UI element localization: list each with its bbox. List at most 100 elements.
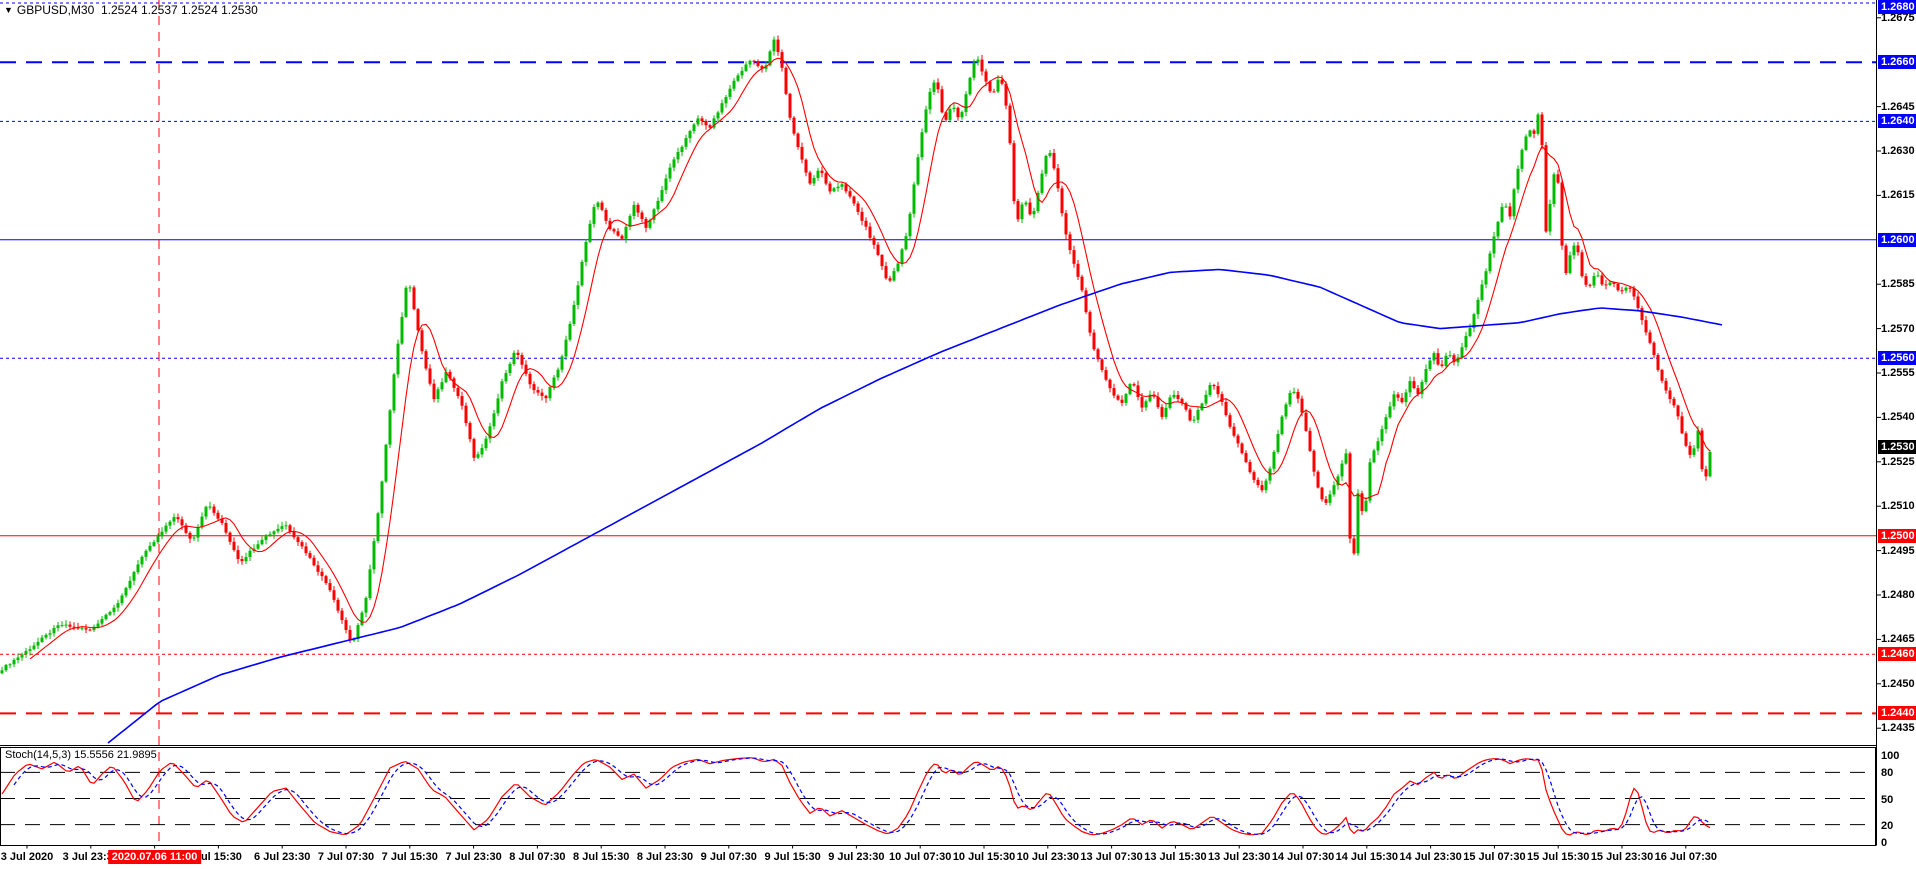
candle-body	[624, 226, 628, 239]
candle-body	[392, 374, 396, 411]
candle-body	[1492, 236, 1496, 254]
candle-body	[12, 660, 16, 665]
candle-body	[20, 654, 24, 658]
candle-body	[548, 387, 552, 399]
candle-body	[1596, 275, 1600, 277]
candle-body	[1012, 143, 1016, 202]
candle-body	[832, 188, 836, 192]
candle-body	[1140, 397, 1144, 408]
candle-body	[724, 97, 728, 104]
candle-body	[992, 91, 996, 93]
candle-body	[1640, 308, 1644, 321]
price-tick-label: 1.2495	[1881, 544, 1915, 557]
candle-body	[512, 352, 516, 364]
candle-body	[416, 309, 420, 331]
candle-body	[812, 178, 816, 184]
candle-body	[1028, 202, 1032, 215]
time-label: 15 Jul 15:30	[1527, 851, 1590, 863]
candle-body	[1124, 394, 1128, 403]
candle-body	[1564, 245, 1568, 274]
candle-body	[848, 191, 852, 197]
candle-body	[1272, 451, 1276, 469]
candle-body	[1084, 290, 1088, 313]
candle-body	[84, 628, 88, 630]
candle-body	[32, 645, 36, 650]
candle-body	[424, 351, 428, 369]
candle-body	[124, 587, 128, 596]
time-label: 8 Jul 15:30	[573, 851, 630, 863]
candle-body	[116, 603, 120, 608]
candle-body	[60, 625, 64, 627]
candle-body	[692, 124, 696, 131]
candle-body	[1532, 130, 1536, 134]
candle-body	[192, 537, 196, 539]
candle-body	[1244, 453, 1248, 463]
candle-body	[28, 649, 32, 651]
candle-body	[96, 623, 100, 627]
candle-body	[988, 81, 992, 92]
candle-body	[1300, 398, 1304, 413]
candle-body	[376, 513, 380, 541]
price-badge-1.2440: 1.2440	[1878, 706, 1916, 721]
symbol-period-label: GBPUSD,M30	[16, 3, 95, 17]
candle-body	[956, 107, 960, 118]
candle-body	[900, 249, 904, 264]
candle-body	[1000, 79, 1004, 84]
candle-body	[804, 159, 808, 173]
candle-body	[36, 641, 40, 646]
candle-body	[652, 209, 656, 220]
candle-body	[1420, 382, 1424, 395]
candle-body	[1480, 284, 1484, 300]
candle-body	[1444, 355, 1448, 366]
stoch-scale-label: 100	[1881, 750, 1900, 762]
symbol-dropdown-icon[interactable]: ▼	[4, 5, 13, 15]
candle-body	[1560, 182, 1564, 246]
candle-body	[1440, 364, 1444, 366]
candle-body	[1476, 299, 1480, 315]
candle-body	[1072, 250, 1076, 264]
candle-body	[80, 628, 84, 630]
candle-body	[852, 196, 856, 204]
candle-body	[1676, 405, 1680, 417]
candle-body	[132, 572, 136, 581]
candle-body	[1412, 381, 1416, 389]
price-tick-label: 1.2675	[1881, 11, 1915, 24]
candle-body	[260, 539, 264, 545]
time-label: 9 Jul 07:30	[700, 851, 757, 863]
candle-body	[24, 650, 28, 655]
candle-body	[572, 304, 576, 324]
candle-body	[1052, 153, 1056, 169]
candle-body	[300, 542, 304, 547]
candle-body	[92, 626, 96, 631]
time-label-highlighted: 2020.07.06 11:00	[107, 850, 202, 864]
candle-body	[1460, 347, 1464, 358]
candle-body	[200, 516, 204, 528]
candle-body	[396, 343, 400, 375]
candle-body	[72, 626, 76, 628]
candle-body	[1512, 189, 1516, 217]
candle-body	[1364, 500, 1368, 512]
candle-body	[1644, 320, 1648, 333]
candle-body	[1024, 202, 1028, 205]
candle-body	[600, 202, 604, 210]
candle-body	[320, 571, 324, 577]
stoch-name: Stoch(14,5,3)	[5, 749, 72, 761]
candle-body	[984, 71, 988, 82]
candle-body	[228, 532, 232, 542]
candle-body	[1544, 145, 1548, 232]
candle-body	[560, 356, 564, 370]
candle-body	[952, 107, 956, 109]
candle-body	[1636, 296, 1640, 308]
candle-body	[476, 454, 480, 458]
candle-body	[220, 518, 224, 523]
candle-body	[456, 387, 460, 397]
time-label: 10 Jul 23:30	[1016, 851, 1079, 863]
time-label: 14 Jul 15:30	[1335, 851, 1398, 863]
candle-body	[8, 664, 12, 666]
price-tick-label: 1.2480	[1881, 589, 1915, 601]
candle-body	[912, 184, 916, 214]
candle-body	[776, 39, 780, 53]
candle-body	[404, 287, 408, 317]
candle-body	[332, 590, 336, 600]
